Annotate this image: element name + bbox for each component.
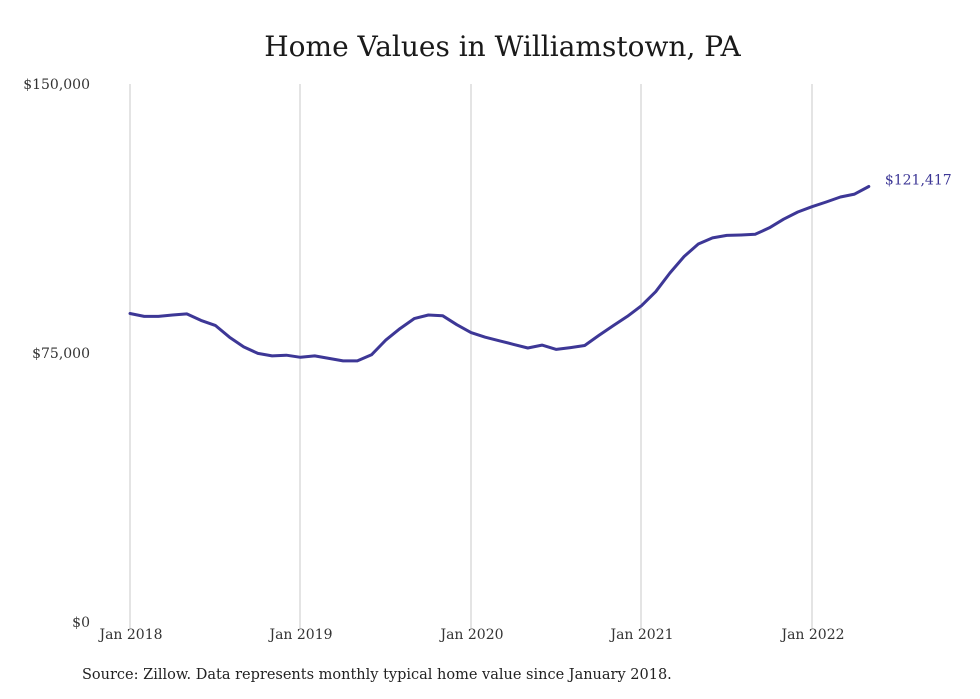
y-tick-label: $150,000 xyxy=(23,77,90,93)
axis-labels: Jan 2018 Jan 2019 Jan 2020 Jan 2021 Jan 2022… xyxy=(23,77,844,643)
end-value-label: $121,417 xyxy=(885,173,952,189)
y-tick-label: $75,000 xyxy=(32,346,90,362)
source-note: Source: Zillow. Data represents monthly … xyxy=(82,667,672,683)
x-tick-label: Jan 2022 xyxy=(779,627,844,643)
x-tick-label: Jan 2020 xyxy=(438,627,503,643)
chart-title: Home Values in Williamstown, PA xyxy=(264,30,741,63)
x-tick-label: Jan 2021 xyxy=(608,627,673,643)
series-layer: $121,417 xyxy=(128,173,952,363)
y-tick-label: $0 xyxy=(72,615,90,631)
series-line xyxy=(128,185,871,363)
x-tick-label: Jan 2018 xyxy=(97,627,162,643)
x-tick-label: Jan 2019 xyxy=(267,627,332,643)
gridlines xyxy=(129,84,813,628)
